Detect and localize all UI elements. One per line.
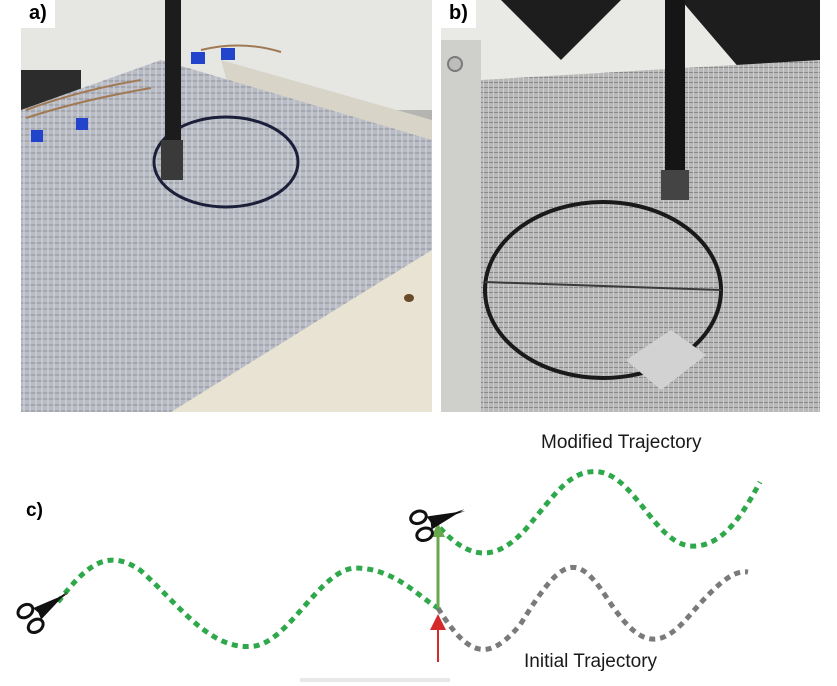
- panel-c-label: c): [26, 500, 43, 521]
- shift-arrow-head: [431, 523, 445, 537]
- trajectory-diagram: [16, 469, 763, 682]
- modified-trajectory-path-end: [438, 469, 763, 556]
- modified-trajectory-path-start: [56, 557, 440, 649]
- initial-trajectory-path: [435, 564, 749, 652]
- initial-trajectory-label: Initial Trajectory: [524, 651, 658, 672]
- photo-a-gauze-setup: [21, 0, 432, 412]
- scissors-branch-icon: [409, 509, 466, 543]
- panel-b-label: b): [441, 0, 476, 28]
- photo-b-illustration: [441, 0, 820, 412]
- photo-a-illustration: [21, 0, 432, 412]
- photo-b-gauze-closeup: [441, 0, 820, 412]
- scissors-start-icon: [16, 591, 69, 635]
- modified-trajectory-label: Modified Trajectory: [541, 432, 702, 453]
- pierce-arrow-head: [430, 614, 446, 630]
- panel-a-label: a): [21, 0, 55, 28]
